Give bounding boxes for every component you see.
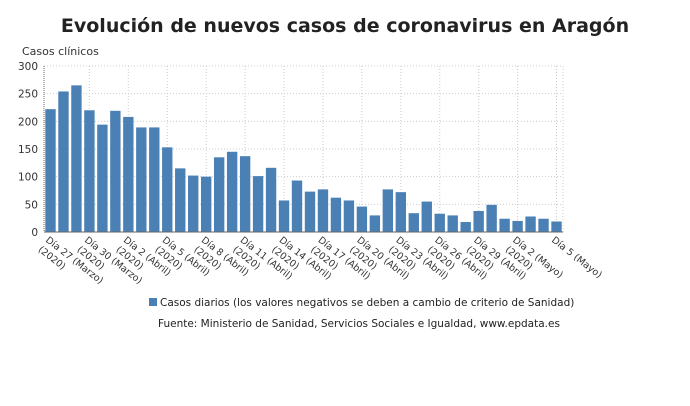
legend-label: Casos diarios (los valores negativos se … [160, 297, 574, 309]
bar [525, 216, 536, 232]
bar [162, 147, 173, 232]
bar [447, 215, 458, 232]
bar [149, 127, 160, 232]
bar [421, 201, 432, 232]
y-tick-label: 200 [18, 116, 38, 128]
y-axis-label: Casos clínicos [22, 45, 99, 58]
bar [252, 176, 264, 232]
bar [278, 200, 290, 232]
bar [110, 110, 121, 232]
bar [188, 175, 199, 232]
bar [45, 109, 56, 232]
bar [551, 221, 562, 232]
bar [84, 110, 95, 232]
bar [304, 191, 316, 232]
chart-title: Evolución de nuevos casos de coronavirus… [61, 15, 629, 37]
bar [71, 85, 82, 232]
y-tick-label: 250 [18, 89, 38, 101]
bar [382, 189, 394, 232]
bar [499, 218, 510, 232]
bar [58, 91, 69, 232]
bar [356, 206, 368, 232]
bar [330, 197, 342, 232]
y-tick-label: 300 [18, 61, 38, 73]
bar [317, 189, 329, 232]
bar [369, 215, 381, 232]
bar [239, 156, 251, 232]
bar [512, 220, 523, 232]
source-note: Fuente: Ministerio de Sanidad, Servicios… [158, 318, 560, 330]
legend-swatch [149, 298, 157, 306]
bar [175, 168, 186, 232]
y-tick-label: 0 [31, 227, 38, 239]
bar [201, 176, 212, 232]
bar [473, 210, 484, 232]
bar [408, 213, 419, 232]
bar [343, 200, 355, 232]
bar [486, 204, 497, 232]
legend: Casos diarios (los valores negativos se … [149, 297, 574, 309]
y-tick-label: 100 [18, 172, 38, 184]
bar [123, 116, 134, 232]
y-tick-label: 50 [25, 199, 38, 211]
bar [395, 192, 406, 232]
bar [434, 213, 445, 232]
bar [291, 180, 303, 232]
bar [265, 167, 277, 232]
bar [97, 124, 108, 232]
bar [226, 151, 238, 232]
bar [136, 127, 147, 232]
bar [460, 222, 471, 232]
y-tick-label: 150 [18, 144, 38, 156]
bar [213, 157, 225, 232]
bar [538, 218, 549, 232]
